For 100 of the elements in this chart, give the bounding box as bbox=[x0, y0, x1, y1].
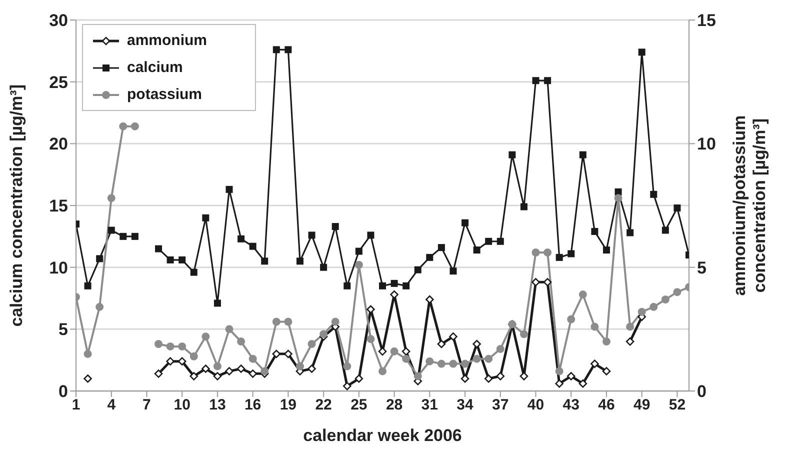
point bbox=[320, 330, 328, 338]
point bbox=[272, 46, 280, 54]
x-tick-label: 7 bbox=[142, 396, 151, 414]
point bbox=[390, 347, 398, 356]
point bbox=[638, 308, 646, 316]
y2-tick-label: 15 bbox=[697, 11, 716, 30]
point bbox=[650, 190, 658, 198]
point bbox=[472, 354, 481, 363]
y-tick-label: 15 bbox=[49, 196, 68, 216]
point bbox=[566, 372, 576, 380]
point bbox=[190, 352, 198, 360]
point bbox=[461, 360, 470, 368]
x-tick-label: 25 bbox=[350, 396, 368, 414]
x-tick-label: 22 bbox=[315, 396, 332, 414]
point bbox=[567, 315, 576, 324]
x-tick-label: 31 bbox=[421, 396, 438, 414]
point bbox=[673, 288, 682, 296]
point bbox=[154, 340, 163, 348]
point bbox=[449, 360, 458, 368]
y-tick-label: 20 bbox=[49, 134, 68, 154]
point bbox=[544, 248, 552, 256]
point bbox=[308, 364, 316, 373]
point bbox=[202, 332, 210, 341]
x-tick-label: 49 bbox=[634, 396, 650, 414]
point bbox=[662, 226, 669, 234]
point bbox=[591, 228, 598, 235]
point bbox=[237, 338, 246, 346]
point bbox=[178, 256, 186, 264]
point bbox=[414, 266, 422, 274]
y-tick-label: 25 bbox=[49, 72, 68, 92]
point bbox=[296, 362, 304, 370]
x-tick-label: 1 bbox=[72, 396, 80, 414]
point bbox=[484, 354, 493, 363]
point bbox=[190, 268, 198, 276]
point bbox=[248, 370, 257, 378]
y-tick-label: 30 bbox=[49, 11, 68, 30]
point bbox=[496, 372, 505, 380]
point bbox=[344, 282, 351, 290]
point bbox=[178, 342, 186, 350]
y-tick-label: 0 bbox=[58, 382, 68, 402]
point bbox=[308, 340, 316, 348]
point bbox=[450, 268, 457, 275]
point bbox=[119, 122, 128, 130]
point bbox=[602, 367, 611, 376]
x-tick-label: 34 bbox=[456, 396, 474, 414]
point bbox=[296, 258, 304, 265]
point bbox=[614, 194, 622, 202]
point bbox=[378, 367, 386, 376]
point bbox=[626, 337, 634, 346]
point bbox=[272, 350, 281, 358]
point bbox=[190, 372, 198, 380]
point bbox=[202, 214, 210, 222]
point bbox=[555, 379, 564, 388]
point bbox=[473, 246, 480, 254]
point bbox=[84, 374, 92, 383]
point bbox=[354, 260, 363, 269]
x-tick-label: 16 bbox=[244, 396, 262, 414]
point bbox=[155, 245, 162, 252]
point bbox=[213, 372, 222, 380]
point bbox=[130, 122, 139, 130]
point bbox=[284, 46, 292, 54]
x-tick-label: 37 bbox=[492, 396, 509, 414]
point bbox=[555, 367, 564, 376]
point bbox=[674, 204, 681, 212]
point bbox=[343, 362, 352, 370]
point bbox=[178, 357, 186, 366]
point bbox=[520, 330, 528, 338]
point bbox=[225, 325, 234, 334]
y2-tick-label: 5 bbox=[697, 258, 706, 278]
point bbox=[332, 223, 339, 230]
point bbox=[96, 302, 104, 311]
point bbox=[578, 290, 587, 299]
point bbox=[426, 254, 434, 261]
point bbox=[496, 344, 504, 353]
y-tick-label: 10 bbox=[49, 258, 68, 278]
point bbox=[614, 188, 622, 196]
point bbox=[284, 318, 292, 326]
x-tick-label: 13 bbox=[209, 396, 226, 414]
point bbox=[108, 226, 115, 234]
point bbox=[472, 340, 481, 348]
point bbox=[402, 347, 410, 356]
point bbox=[484, 374, 493, 383]
legend-label: calcium bbox=[127, 59, 183, 76]
point bbox=[96, 255, 104, 262]
point bbox=[236, 364, 246, 373]
x-tick-label: 40 bbox=[527, 396, 544, 414]
point bbox=[626, 322, 634, 331]
point bbox=[248, 354, 257, 363]
point bbox=[261, 258, 268, 265]
point bbox=[284, 350, 292, 358]
point bbox=[308, 232, 316, 239]
point bbox=[590, 360, 599, 368]
point bbox=[532, 77, 540, 84]
x-tick-label: 43 bbox=[562, 396, 580, 414]
y-tick-label: 5 bbox=[58, 320, 68, 340]
point bbox=[508, 151, 516, 158]
point bbox=[260, 367, 269, 376]
point bbox=[543, 278, 552, 286]
point bbox=[366, 335, 375, 344]
point bbox=[579, 151, 586, 158]
